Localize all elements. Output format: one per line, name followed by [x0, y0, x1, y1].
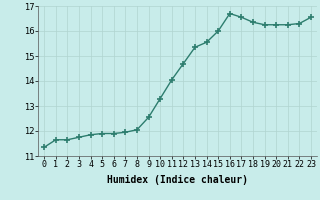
X-axis label: Humidex (Indice chaleur): Humidex (Indice chaleur)	[107, 175, 248, 185]
